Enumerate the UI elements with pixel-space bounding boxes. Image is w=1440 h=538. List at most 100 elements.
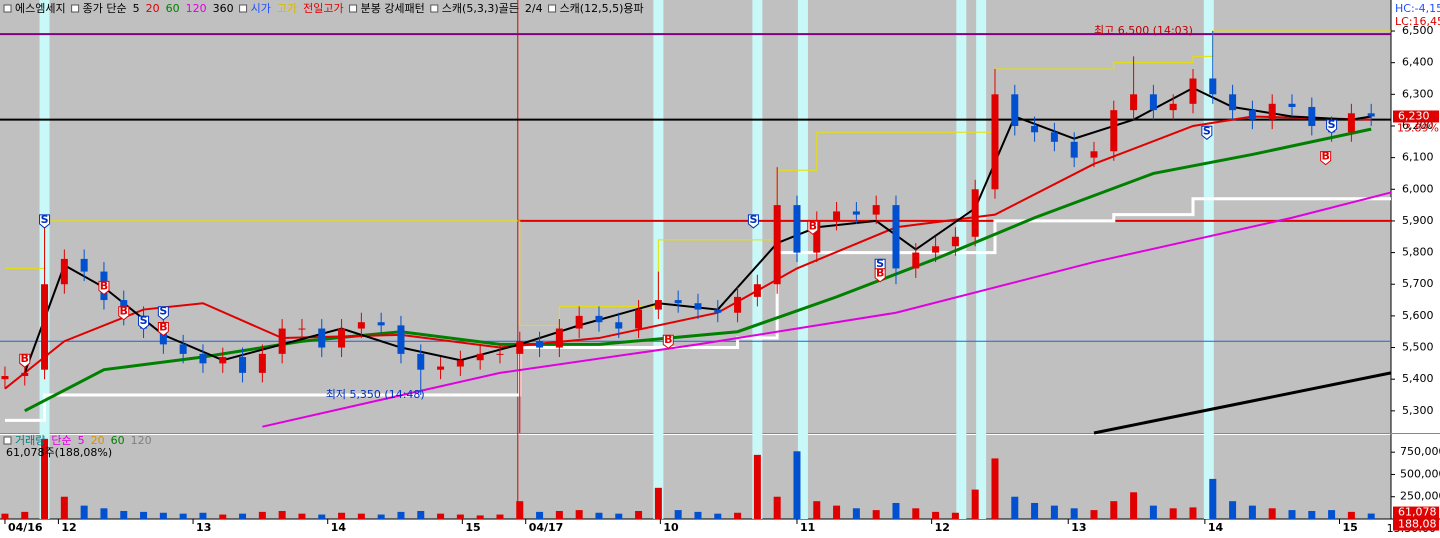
candle-body	[714, 309, 722, 313]
volume-bar	[1328, 510, 1336, 519]
candle-body	[1268, 103, 1276, 120]
volume-bar	[496, 514, 504, 519]
candle-body	[456, 360, 464, 367]
volume-bar	[595, 512, 603, 519]
volume-bar	[912, 508, 920, 519]
volume-bar	[298, 513, 306, 519]
y-tick-label: 250,000	[1400, 490, 1440, 503]
candle-body	[278, 328, 286, 354]
volume-bar	[318, 514, 326, 519]
x-tick-label: 12	[61, 521, 76, 534]
volume-bar	[892, 502, 900, 519]
candle-body	[1248, 110, 1256, 120]
highlight-band	[752, 0, 763, 519]
signal-label: S	[159, 305, 167, 318]
indicator-line	[4, 30, 1391, 326]
legend-box	[3, 4, 12, 13]
legend-box	[430, 4, 439, 13]
candle-body	[1229, 94, 1237, 111]
x-tick-label: 13	[196, 521, 211, 534]
candle-body	[991, 94, 999, 190]
volume-bar	[159, 512, 167, 519]
volume-bar	[1, 513, 9, 519]
volume-bar	[140, 511, 148, 519]
candle-body	[773, 205, 781, 285]
legend-item: 에스엠세지	[15, 2, 66, 15]
candle-body	[239, 357, 247, 373]
legend-item: 2/4	[525, 2, 543, 15]
candle-body	[674, 300, 682, 304]
x-tick-label: 11	[800, 521, 815, 534]
legend-box	[349, 4, 358, 13]
volume-bar	[813, 501, 821, 519]
y-tick-label: 6,400	[1402, 56, 1434, 69]
x-tick-label: 04/17	[529, 521, 564, 534]
volume-bar	[437, 513, 445, 519]
candle-body	[1090, 151, 1098, 158]
candle-body	[357, 322, 365, 329]
volume-bar	[1031, 502, 1039, 519]
volume-bar	[1149, 505, 1157, 519]
volume-bar	[1130, 492, 1138, 519]
signal-label: B	[21, 352, 29, 365]
signal-label: B	[876, 267, 884, 280]
volume-bar	[1347, 511, 1355, 519]
candle-body	[496, 353, 504, 355]
candle-body	[1050, 132, 1058, 142]
volume-bar	[852, 508, 860, 519]
volume-bar	[1110, 501, 1118, 519]
candle-body	[516, 341, 524, 354]
volume-bar	[753, 454, 761, 519]
candle-body	[1288, 103, 1296, 107]
candle-body	[1070, 141, 1078, 158]
volume-bar	[951, 512, 959, 519]
volume-bar	[1288, 510, 1296, 519]
volume-bar	[258, 511, 266, 519]
candle-body	[575, 315, 583, 329]
signal-label: B	[664, 333, 672, 346]
candle-body	[1209, 78, 1217, 95]
highlight-band	[1203, 0, 1214, 519]
y-tick-label: 5,400	[1402, 372, 1434, 385]
signal-label: B	[120, 305, 128, 318]
y-tick-label: 5,800	[1402, 246, 1434, 259]
candle-body	[199, 353, 207, 364]
volume-bar	[1169, 508, 1177, 519]
candle-body	[1130, 94, 1138, 111]
x-tick-label: 10	[663, 521, 679, 534]
volume-bar	[41, 438, 49, 519]
volume-bar	[476, 515, 484, 519]
volume-bar	[674, 510, 682, 519]
volume-bar	[120, 510, 128, 519]
x-tick-label: 14	[1208, 521, 1224, 534]
volume-bar	[1229, 501, 1237, 519]
volume-bar	[773, 496, 781, 519]
signal-badge	[19, 353, 31, 368]
volume-bar	[1268, 508, 1276, 519]
candle-body	[476, 353, 484, 361]
signal-label: S	[1328, 118, 1336, 131]
volume-bar	[991, 458, 999, 519]
candle-body	[397, 325, 405, 354]
candle-body	[298, 328, 306, 330]
candle-body	[159, 328, 167, 345]
price-box	[1393, 110, 1439, 123]
y-tick-label: 6,100	[1402, 151, 1434, 164]
signal-label: B	[159, 321, 167, 334]
candle-body	[417, 353, 425, 370]
volume-bar	[417, 510, 425, 519]
candle-body	[1149, 94, 1157, 111]
y-tick-label: 5,600	[1402, 309, 1434, 322]
price-panel	[0, 0, 1391, 433]
signal-badge	[807, 220, 819, 235]
candle-body	[60, 258, 68, 285]
signal-badge	[98, 280, 110, 296]
indicator-line	[1093, 371, 1392, 435]
volume-last-label: 61,078	[1398, 506, 1437, 519]
candle-body	[1011, 94, 1019, 126]
legend-box	[71, 4, 80, 13]
candle-body	[536, 341, 544, 348]
y-tick-label: 500,000	[1400, 467, 1440, 480]
volume-box	[1393, 506, 1439, 519]
